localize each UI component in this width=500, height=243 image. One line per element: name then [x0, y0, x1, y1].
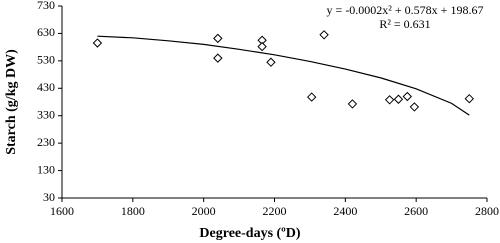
x-tick-label: 2800	[475, 204, 499, 218]
data-point	[306, 92, 317, 102]
x-axis-label: Degree-days (ºD)	[199, 226, 301, 241]
y-tick-label: 330	[37, 107, 55, 121]
y-tick-label: 230	[37, 135, 55, 149]
data-point	[402, 91, 413, 102]
x-tick-label: 1800	[121, 204, 145, 218]
data-point	[319, 30, 329, 40]
x-tick-label: 2600	[404, 204, 428, 218]
data-point	[213, 53, 223, 63]
data-point	[384, 95, 395, 105]
data-point	[257, 41, 267, 52]
data-point	[409, 102, 420, 112]
x-tick-label: 2200	[263, 204, 287, 218]
data-point	[266, 57, 276, 67]
y-tick-label: 130	[37, 162, 55, 176]
y-tick-label: 430	[37, 80, 55, 94]
data-point	[213, 33, 223, 44]
data-point	[464, 94, 474, 104]
y-tick-label: 630	[37, 25, 55, 39]
data-point	[92, 38, 103, 48]
annotation: R² = 0.631	[379, 17, 430, 31]
y-tick-label: 730	[37, 0, 55, 12]
data-point	[347, 99, 358, 109]
x-tick-label: 2000	[192, 204, 216, 218]
y-tick-label: 530	[37, 53, 55, 67]
data-point	[393, 94, 404, 104]
y-axis-label: Starch (g/kg DW)	[4, 49, 19, 155]
annotation: y = -0.0002x² + 0.578x + 198.67	[327, 3, 484, 17]
x-tick-label: 1600	[50, 204, 74, 218]
x-tick-label: 2400	[333, 204, 357, 218]
trendline	[97, 35, 470, 116]
y-tick-label: 30	[43, 190, 55, 204]
